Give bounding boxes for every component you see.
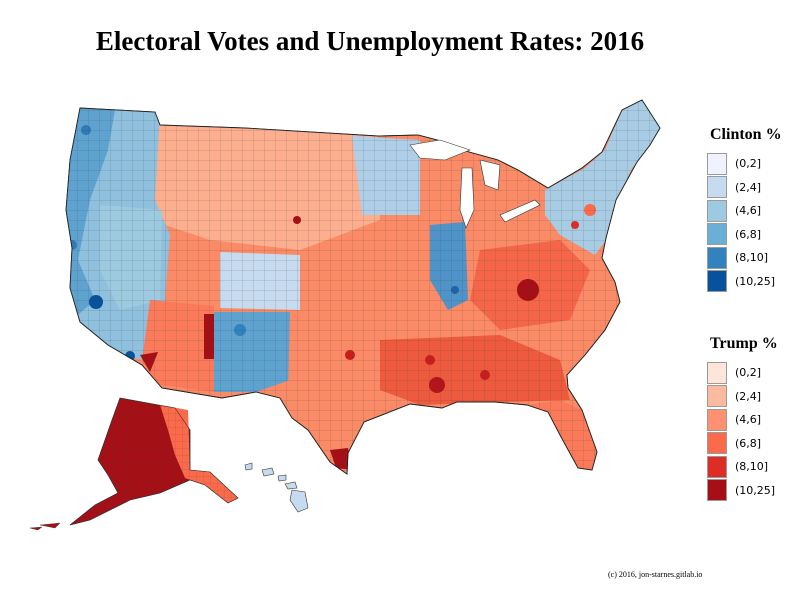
clinton-legend-label: (2,4] (735, 180, 762, 194)
trump-legend-item: (2,4] (707, 385, 778, 409)
clinton-legend-swatch (707, 223, 727, 246)
trump-legend-item: (6,8] (707, 432, 778, 456)
trump-legend-label: (2,4] (735, 389, 762, 403)
lake-huron (479, 159, 501, 191)
clinton-legend-label: (10,25] (735, 274, 776, 288)
trump-legend: Trump % (0,2] (2,4] (4,6] (6,8] (8,10] (10,25… (707, 335, 778, 502)
trump-legend-label: (6,8] (735, 436, 762, 450)
clinton-legend-label: (6,8] (735, 227, 762, 241)
clinton-legend-label: (0,2] (735, 157, 762, 171)
trump-legend-swatch (707, 432, 727, 455)
clinton-legend-label: (8,10] (735, 251, 769, 265)
trump-legend-swatch (707, 385, 727, 408)
clinton-legend-item: (2,4] (707, 176, 782, 200)
map-title: Electoral Votes and Unemployment Rates: … (95, 26, 645, 56)
clinton-legend-item: (10,25] (707, 270, 782, 294)
clinton-legend-swatch (707, 199, 727, 222)
clinton-legend-swatch (707, 270, 727, 293)
trump-legend-label: (10,25] (735, 483, 776, 497)
trump-legend-item: (8,10] (707, 455, 778, 479)
clinton-legend: Clinton % (0,2] (2,4] (4,6] (6,8] (8,10] (10,… (707, 126, 782, 293)
lake-erie (499, 199, 541, 223)
trump-legend-label: (8,10] (735, 460, 769, 474)
trump-legend-swatch (707, 361, 727, 384)
credit-text: (c) 2016, jon-starnes.gitlab.io (608, 570, 703, 579)
hawaii (244, 462, 309, 513)
clinton-legend-item: (6,8] (707, 223, 782, 247)
trump-legend-item: (10,25] (707, 479, 778, 503)
lake-michigan (459, 167, 475, 229)
alaska (29, 397, 239, 531)
trump-legend-title: Trump % (710, 335, 778, 352)
trump-legend-items: (0,2] (2,4] (4,6] (6,8] (8,10] (10,25] (707, 361, 778, 502)
clinton-legend-swatch (707, 152, 727, 175)
trump-legend-item: (0,2] (707, 361, 778, 385)
clinton-legend-item: (0,2] (707, 152, 782, 176)
clinton-legend-items: (0,2] (2,4] (4,6] (6,8] (8,10] (10,25] (707, 152, 782, 293)
lake-superior (409, 139, 471, 161)
trump-legend-swatch (707, 408, 727, 431)
clinton-legend-label: (4,6] (735, 204, 762, 218)
trump-legend-item: (4,6] (707, 408, 778, 432)
clinton-legend-item: (4,6] (707, 199, 782, 223)
clinton-legend-swatch (707, 246, 727, 269)
trump-legend-swatch (707, 455, 727, 478)
clinton-legend-swatch (707, 176, 727, 199)
trump-legend-label: (4,6] (735, 413, 762, 427)
trump-legend-swatch (707, 479, 727, 502)
clinton-legend-item: (8,10] (707, 246, 782, 270)
trump-legend-label: (0,2] (735, 366, 762, 380)
clinton-legend-title: Clinton % (710, 126, 782, 143)
